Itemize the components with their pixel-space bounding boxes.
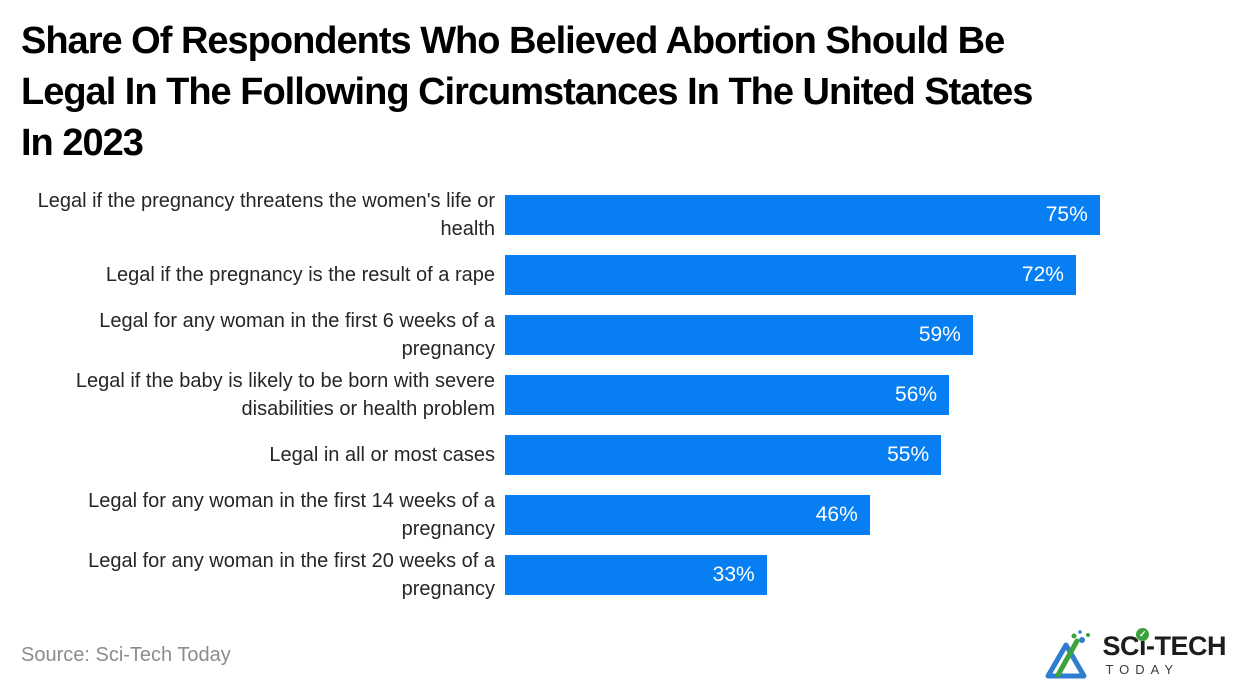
bar-track: 72% [505, 255, 1240, 295]
bar-row: Legal for any woman in the first 14 week… [21, 490, 1240, 540]
category-label: Legal if the pregnancy threatens the wom… [37, 190, 495, 240]
chart-title: Share Of Respondents Who Believed Aborti… [0, 0, 1240, 169]
category-label: Legal in all or most cases [269, 444, 495, 466]
bar: 56% [505, 375, 950, 415]
bar: 72% [505, 255, 1076, 295]
flask-icon [1045, 630, 1091, 679]
bar-track: 55% [505, 435, 1240, 475]
bar-row: Legal for any woman in the first 6 weeks… [21, 310, 1240, 360]
bar-row: Legal if the baby is likely to be born w… [21, 370, 1240, 420]
bar: 55% [505, 435, 942, 475]
logo-wordmark: SCi ✓ -TECH TODAY [1102, 628, 1227, 677]
category-label: Legal if the pregnancy is the result of … [105, 264, 495, 286]
value-label: 72% [1021, 263, 1064, 286]
check-icon: ✓ [1135, 628, 1149, 641]
logo-secondary-text: TODAY [1105, 662, 1180, 677]
category-label: Legal if the baby is likely to be born w… [75, 370, 495, 420]
chart-title-line-1: Share Of Respondents Who Believed Aborti… [21, 20, 1005, 62]
bar: 59% [505, 315, 973, 355]
value-label: 75% [1045, 203, 1088, 226]
bar-track: 56% [505, 375, 1240, 415]
scitech-logo: SCi ✓ -TECH TODAY [1045, 628, 1227, 681]
value-label: 56% [895, 383, 938, 406]
logo-text-i: i ✓ [1135, 628, 1149, 661]
footer: Source: Sci-Tech Today SCi ✓ -TECH TODAY [0, 626, 1240, 684]
value-label: 46% [815, 503, 858, 526]
bar: 46% [505, 495, 870, 535]
bar-track: 46% [505, 495, 1240, 535]
bar: 33% [505, 555, 767, 595]
category-label: Legal for any woman in the first 20 week… [88, 550, 495, 600]
bar-row: Legal in all or most cases 55% [21, 435, 1240, 475]
chart-title-line-3: In 2023 [21, 122, 144, 164]
chart-title-line-2: Legal In The Following Circumstances In … [21, 71, 1033, 113]
bar-track: 59% [505, 315, 1240, 355]
value-label: 33% [712, 563, 755, 586]
bar-row: Legal if the pregnancy is the result of … [21, 255, 1240, 295]
logo-text-sc: SC [1102, 631, 1139, 661]
bar-chart: Legal if the pregnancy threatens the wom… [0, 190, 1240, 600]
category-label: Legal for any woman in the first 6 weeks… [99, 310, 495, 360]
bar-row: Legal if the pregnancy threatens the wom… [21, 190, 1240, 240]
bar-track: 75% [505, 195, 1240, 235]
source-text: Source: Sci-Tech Today [21, 643, 231, 666]
bar-track: 33% [505, 555, 1240, 595]
logo-i-glyph: i [1138, 631, 1147, 661]
bar: 75% [505, 195, 1100, 235]
value-label: 55% [887, 443, 930, 466]
logo-primary-text: SCi ✓ -TECH [1102, 628, 1227, 661]
value-label: 59% [918, 323, 961, 346]
logo-text-tech: -TECH [1146, 631, 1227, 661]
category-label: Legal for any woman in the first 14 week… [88, 490, 495, 540]
bar-row: Legal for any woman in the first 20 week… [21, 550, 1240, 600]
